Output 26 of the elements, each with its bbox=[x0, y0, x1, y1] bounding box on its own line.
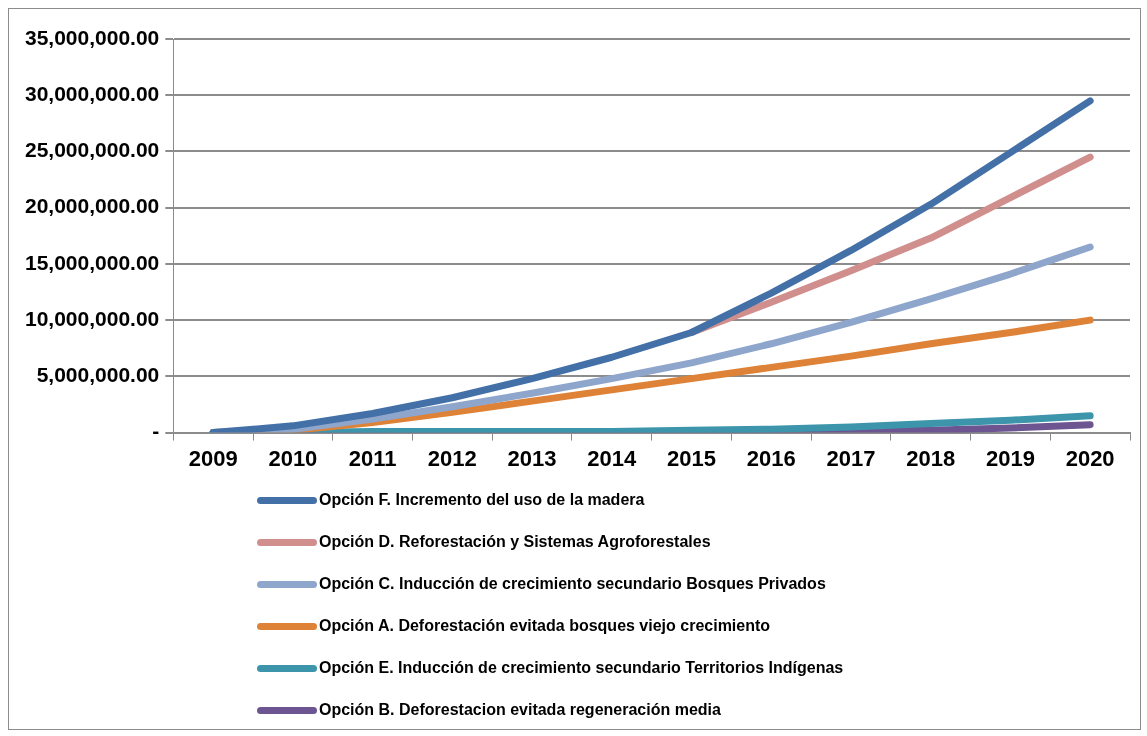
x-tick-label: 2016 bbox=[746, 445, 796, 471]
y-tick-label: 10,000,000.00 bbox=[25, 306, 160, 330]
legend-label: Opción D. Reforestación y Sistemas Agroforestales bbox=[319, 533, 711, 551]
x-tick-label: 2020 bbox=[1065, 445, 1115, 471]
legend-label: Opción C. Inducción de crecimiento secundario Bosques Privados bbox=[319, 575, 826, 593]
y-tick-label: 25,000,000.00 bbox=[25, 138, 160, 162]
legend-label: Opción E. Inducción de crecimiento secundario Territorios Indígenas bbox=[319, 659, 844, 677]
x-tick-label: 2012 bbox=[427, 445, 477, 471]
x-tick-label: 2014 bbox=[587, 445, 638, 471]
x-tick-label: 2011 bbox=[348, 445, 397, 471]
legend-label: Opción A. Deforestación evitada bosques viejo crecimiento bbox=[319, 617, 771, 635]
x-tick-label: 2017 bbox=[826, 445, 876, 471]
x-tick-label: 2010 bbox=[268, 445, 318, 471]
y-tick-label: - bbox=[152, 419, 160, 443]
x-tick-label: 2013 bbox=[507, 445, 557, 471]
x-tick-label: 2009 bbox=[188, 445, 238, 471]
legend-label: Opción B. Deforestacion evitada regeneración media bbox=[319, 701, 721, 719]
y-tick-label: 35,000,000.00 bbox=[25, 25, 160, 49]
legend-label: Opción F. Incremento del uso de la madera bbox=[319, 491, 645, 509]
y-tick-label: 20,000,000.00 bbox=[25, 194, 160, 218]
x-tick-label: 2018 bbox=[906, 445, 956, 471]
y-tick-label: 15,000,000.00 bbox=[25, 250, 160, 274]
y-tick-label: 30,000,000.00 bbox=[25, 82, 160, 106]
y-tick-label: 5,000,000.00 bbox=[36, 363, 160, 387]
x-tick-label: 2019 bbox=[985, 445, 1035, 471]
x-tick-label: 2015 bbox=[667, 445, 716, 471]
